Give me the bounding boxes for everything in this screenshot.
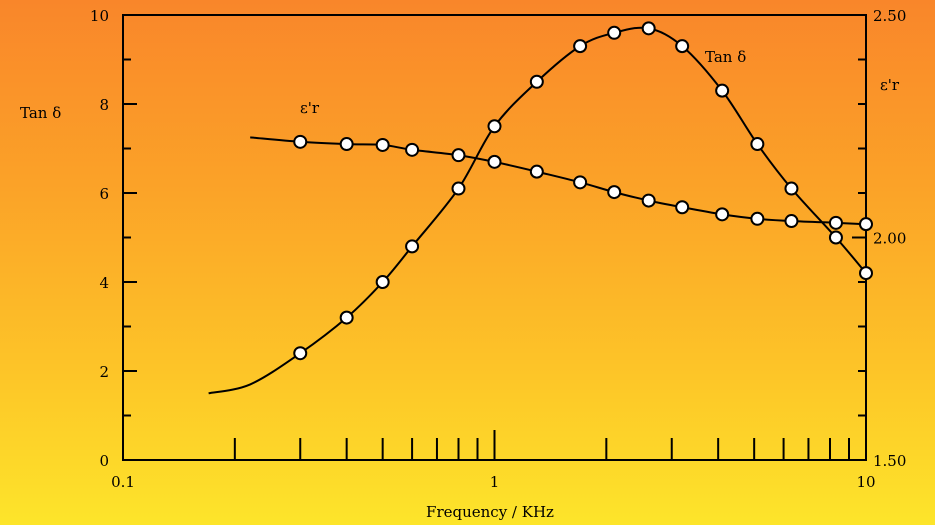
y-right-tick-label: 1.50 xyxy=(873,452,906,470)
y-left-tick-label: 4 xyxy=(99,274,109,292)
chart-axes xyxy=(122,14,867,461)
y-right-axis-title: ε'r xyxy=(880,76,900,94)
y-left-tick-label: 6 xyxy=(99,185,109,203)
series-line-permittivity xyxy=(250,136,867,226)
point-permittivity xyxy=(293,134,308,149)
point-permittivity xyxy=(750,211,765,226)
point-tan-delta xyxy=(339,310,354,325)
point-permittivity xyxy=(859,217,873,232)
point-permittivity xyxy=(607,185,622,200)
point-permittivity xyxy=(784,214,799,229)
point-permittivity xyxy=(487,154,502,169)
y-right-tick-label: 2.00 xyxy=(873,230,906,248)
x-tick-label: 0.1 xyxy=(111,473,135,491)
x-tick-label: 1 xyxy=(490,473,500,491)
point-tan-delta xyxy=(487,119,502,134)
series-label-permittivity: ε'r xyxy=(300,99,320,117)
point-tan-delta xyxy=(529,74,544,89)
x-tick-label: 10 xyxy=(856,473,875,491)
y-left-tick-label: 8 xyxy=(99,96,109,114)
y-left-axis-title: Tan δ xyxy=(20,104,61,122)
point-permittivity xyxy=(375,137,390,152)
y-right-tick-label: 2.50 xyxy=(873,7,906,25)
point-permittivity xyxy=(573,175,588,190)
series-label-tan-delta: Tan δ xyxy=(705,48,746,66)
point-permittivity xyxy=(828,215,843,230)
point-tan-delta xyxy=(293,346,308,361)
point-permittivity xyxy=(405,142,420,157)
point-tan-delta xyxy=(859,266,873,281)
point-tan-delta xyxy=(784,181,799,196)
y-left-tick-label: 10 xyxy=(90,7,109,25)
point-permittivity xyxy=(451,148,466,163)
point-permittivity xyxy=(339,137,354,152)
point-tan-delta xyxy=(573,39,588,54)
point-permittivity xyxy=(675,200,690,215)
chart-ticks: 0.1 1 10 0 2 4 6 8 10 1.50 2.00 2.50 xyxy=(90,7,907,491)
point-permittivity xyxy=(715,207,730,222)
point-permittivity xyxy=(529,164,544,179)
point-tan-delta xyxy=(451,181,466,196)
plot-frame xyxy=(122,14,867,461)
point-tan-delta xyxy=(375,275,390,289)
y-left-tick-label: 2 xyxy=(99,363,109,381)
point-permittivity xyxy=(641,193,656,208)
point-tan-delta xyxy=(675,39,690,54)
point-tan-delta xyxy=(828,230,843,245)
point-tan-delta xyxy=(607,25,622,40)
chart-points xyxy=(293,21,873,361)
point-tan-delta xyxy=(715,83,730,98)
point-tan-delta xyxy=(641,21,656,36)
y-left-tick-label: 0 xyxy=(99,452,109,470)
x-axis-title: Frequency / KHz xyxy=(426,503,554,521)
point-tan-delta xyxy=(750,137,765,152)
point-tan-delta xyxy=(405,239,420,254)
